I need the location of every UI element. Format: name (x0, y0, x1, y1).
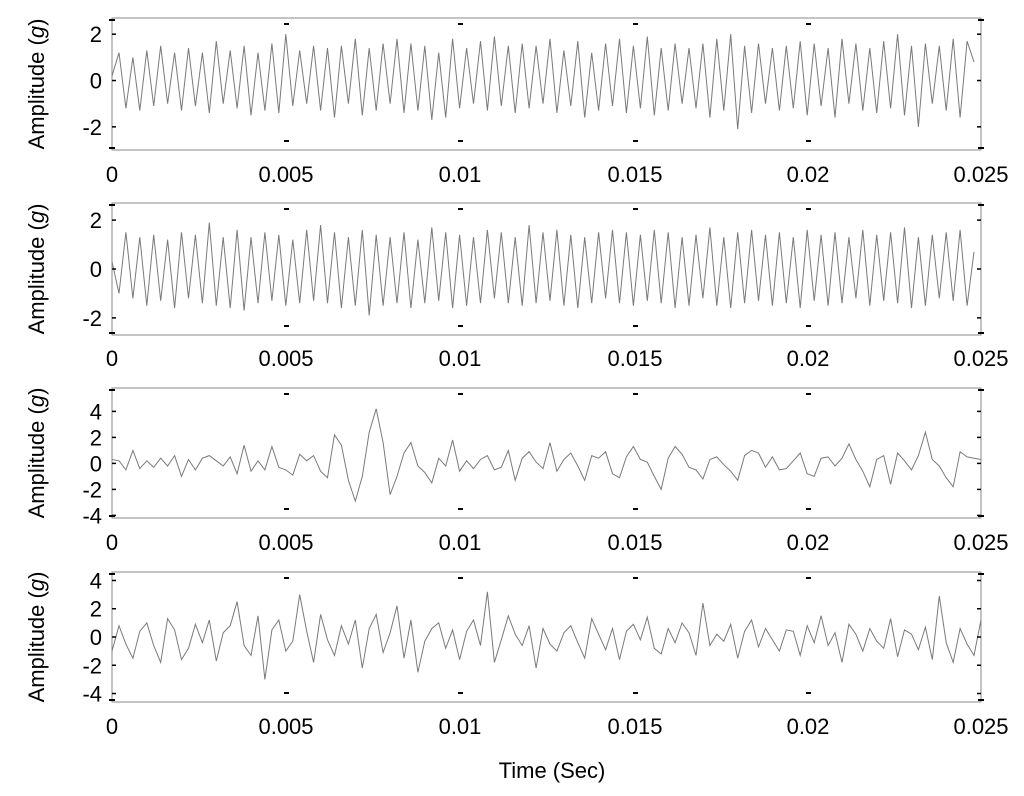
x-axis-label: Time (Sec) (499, 758, 606, 783)
axes-frame (111, 17, 982, 151)
y-axis-label-close: ) (24, 19, 49, 26)
signal-line (111, 222, 975, 316)
x-tick-label: 0 (106, 162, 118, 187)
x-tick-label: 0.01 (439, 530, 482, 555)
x-tick-label: 0.02 (787, 530, 830, 555)
x-tick-label: 0.01 (439, 346, 482, 371)
y-axis-unit: g (24, 578, 49, 591)
x-tick-label: 0.01 (439, 162, 482, 187)
y-axis-label-text: Amplitude ( (24, 37, 49, 149)
y-axis-label-close: ) (24, 388, 49, 395)
x-tick-label: 0 (106, 530, 118, 555)
x-tick-label: 0 (106, 346, 118, 371)
y-axis-unit: g (24, 210, 49, 223)
y-tick-label: -2 (82, 115, 102, 140)
x-tick-label: 0.025 (953, 162, 1008, 187)
y-axis-label-close: ) (24, 204, 49, 211)
y-tick-label: 4 (90, 568, 102, 593)
x-tick-label: 0 (106, 714, 118, 739)
x-tick-label: 0.005 (258, 346, 313, 371)
y-axis-label: Amplitude (g) (24, 572, 49, 703)
y-axis-label: Amplitude (g) (24, 204, 49, 335)
y-axis-label-text: Amplitude ( (24, 590, 49, 702)
x-tick-label: 0.005 (258, 530, 313, 555)
y-tick-label: 2 (90, 597, 102, 622)
x-tick-label: 0.015 (607, 530, 662, 555)
y-axis-label-close: ) (24, 572, 49, 579)
axes-frame (111, 387, 982, 519)
x-tick-label: 0.02 (787, 346, 830, 371)
y-axis-label-text: Amplitude ( (24, 222, 49, 334)
y-tick-label: 2 (90, 425, 102, 450)
y-axis-label-text: Amplitude ( (24, 406, 49, 518)
x-tick-label: 0.02 (787, 714, 830, 739)
signal-line (111, 34, 975, 130)
y-tick-label: 0 (90, 625, 102, 650)
x-tick-label: 0.015 (607, 714, 662, 739)
y-tick-label: -2 (82, 653, 102, 678)
x-tick-label: 0.025 (953, 346, 1008, 371)
y-tick-label: 2 (90, 22, 102, 47)
x-tick-label: 0.005 (258, 162, 313, 187)
y-tick-label: -4 (82, 503, 102, 528)
x-tick-label: 0.025 (953, 714, 1008, 739)
y-tick-label: -2 (82, 477, 102, 502)
x-tick-label: 0.02 (787, 162, 830, 187)
x-tick-label: 0.005 (258, 714, 313, 739)
y-tick-label: -4 (82, 682, 102, 707)
signal-line (111, 591, 982, 680)
y-axis-unit: g (24, 394, 49, 407)
y-tick-label: 0 (90, 257, 102, 282)
x-tick-label: 0.015 (607, 346, 662, 371)
y-tick-label: 0 (90, 451, 102, 476)
y-axis-label: Amplitude (g) (24, 19, 49, 150)
y-tick-label: -2 (82, 306, 102, 331)
signal-line (111, 408, 982, 503)
x-tick-label: 0.01 (439, 714, 482, 739)
x-tick-label: 0.025 (953, 530, 1008, 555)
x-tick-label: 0.015 (607, 162, 662, 187)
panel-4: 0 0.005 0.01 0.015 0.02 0.025 -4 -2 0 2 4 Amplitude… (24, 568, 1009, 739)
panel-3: 0 0.005 0.01 0.015 0.02 0.025-4-2024Amplitude… (24, 387, 1009, 555)
y-axis-label: Amplitude (g) (24, 388, 49, 519)
y-axis-unit: g (24, 25, 49, 38)
y-tick-label: 0 (90, 69, 102, 94)
y-tick-label: 2 (90, 208, 102, 233)
y-tick-label: 4 (90, 399, 102, 424)
